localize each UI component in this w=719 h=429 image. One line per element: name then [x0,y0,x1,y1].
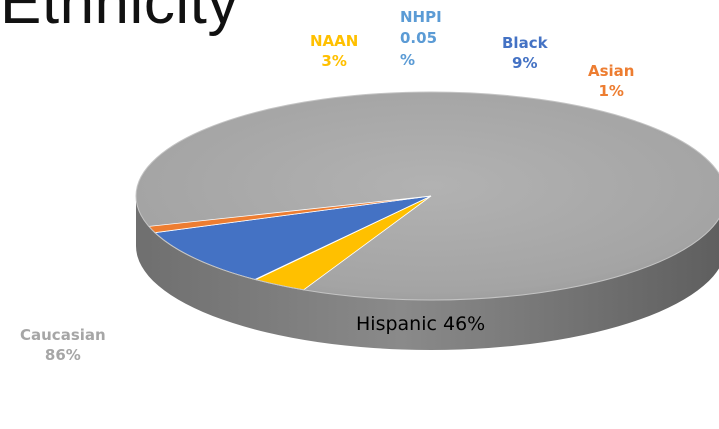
slice-name-caucasian: Caucasian [20,326,106,344]
slice-name-nhpi: NHPI [400,8,442,26]
slice-value-black: 9% [512,54,538,72]
slice-label-asian: Asian 1% [588,61,634,101]
slice-value-caucasian: 86% [44,346,81,364]
slice-value-nhpi: 0.05 % [400,29,438,69]
slice-label-black: Black 9% [502,33,548,73]
slice-name-asian: Asian [588,62,635,80]
slice-value-naan: 3% [321,52,347,70]
slice-label-nhpi: NHPI 0.05 % [400,7,442,71]
slice-label-caucasian: Caucasian 86% [20,325,106,365]
slice-value-asian: 1% [598,82,624,100]
pie-top-surface [135,91,719,301]
pie-side-wall [136,196,719,350]
chart-title: Ethnicity [0,0,239,37]
pie-side-wall-surface [136,196,719,350]
pie-rim [135,91,719,301]
slice-label-naan: NAAN 3% [310,31,358,71]
annotation-hispanic: Hispanic 46% [356,313,486,335]
slice-name-black: Black [502,34,548,52]
slice-name-naan: NAAN [310,32,359,50]
